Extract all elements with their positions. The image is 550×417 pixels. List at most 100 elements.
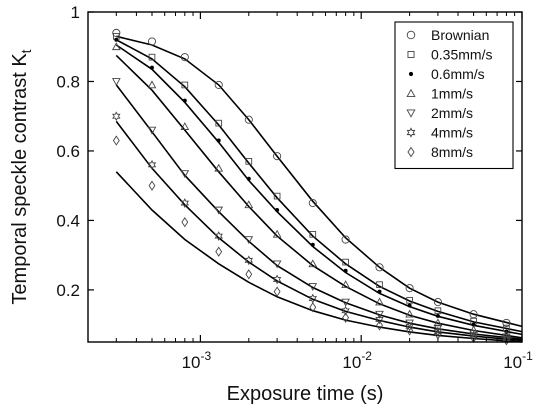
data-point [180,122,190,130]
data-point [111,42,121,51]
data-point [275,208,280,212]
y-axis-label-subscript: t [18,49,34,53]
legend-item: 1mm/s [406,86,473,102]
y-axis-label-main: Temporal speckle contrast K [9,53,31,305]
fit-line-3 [115,54,523,339]
y-tick-label: 0.8 [56,72,80,91]
data-point [375,314,384,325]
x-tick-label-base: 10 [503,353,522,372]
data-point [147,80,157,89]
data-point [181,217,189,228]
data-point [405,321,414,332]
legend-marker [406,109,416,118]
data-point [148,53,156,61]
legend-label: 1mm/s [431,86,473,102]
x-tick-label: 10-2 [342,349,372,372]
data-point [244,236,254,245]
fit-line-4 [115,84,523,340]
data-point [405,319,414,328]
legend-box [394,21,514,170]
y-axis-label: Temporal speckle contrast Kt [9,49,34,304]
legend-item: 4mm/s [406,125,473,141]
data-point [272,260,282,269]
data-point [180,53,189,62]
data-point [246,176,251,181]
data-point [150,65,154,70]
data-point [406,325,414,336]
data-point [406,296,413,304]
data-point [215,246,223,257]
data-point [214,231,223,241]
data-point [375,263,384,272]
data-point [376,320,383,331]
y-tick-label: 0.2 [56,281,80,300]
x-tick-label-base: 10 [342,353,361,372]
x-tick-label-exponent: -1 [522,349,533,363]
series-0-35mm-s [112,32,510,332]
data-point [214,206,224,215]
data-point [405,284,414,293]
data-point [215,119,223,127]
x-tick-label-exponent: -3 [201,349,212,363]
data-point [376,281,383,289]
data-point [435,313,440,318]
data-point [114,37,119,42]
y-tick-label: 0.6 [56,142,80,161]
fit-line-1 [115,39,523,333]
data-point [112,111,121,122]
data-point [341,298,350,307]
data-point [434,307,442,315]
plot-content [111,28,523,346]
data-point [273,286,281,297]
data-point [377,289,382,294]
legend-marker [408,71,414,77]
fit-line-0 [116,35,523,328]
data-point [273,192,281,200]
legend-marker [407,146,415,158]
legend-item: 0.35mm/s [407,47,492,63]
legend-label: 8mm/s [431,144,473,160]
x-tick-label-base: 10 [182,353,201,372]
data-point [309,302,317,313]
data-point [342,258,349,266]
data-point [245,158,253,165]
legend-item: 2mm/s [406,105,473,121]
legend-item: 0.6mm/s [408,66,485,82]
legend-label: 2mm/s [431,105,473,121]
data-point [469,310,478,319]
legend-label: 4mm/s [431,125,473,141]
data-point [343,268,348,273]
series-0-6mm-s [114,37,509,334]
legend-marker [406,88,416,97]
data-point [147,159,157,170]
data-point [310,242,315,247]
data-point [308,199,317,208]
axes-frame [87,11,523,343]
legend-label: 0.35mm/s [431,47,492,63]
y-tick-label: 0.4 [56,211,80,230]
x-axis-label: Exposure time (s) [227,383,384,405]
data-point [502,318,511,327]
data-point [341,280,350,289]
legend-item: Brownian [406,27,489,43]
data-point [471,322,476,327]
data-point [272,274,282,285]
legend-marker [406,127,416,138]
data-point [214,163,224,172]
data-point [341,235,350,244]
x-tick-label-exponent: -2 [361,349,372,363]
data-point [309,230,317,238]
series-4mm-s [112,111,511,344]
x-tick-label: 10-1 [503,349,533,372]
data-point [407,303,412,308]
data-point [148,180,156,191]
legend-item: 8mm/s [407,144,473,160]
data-point [433,324,443,333]
data-point [244,200,254,209]
data-point [112,135,120,146]
series-1mm-s [111,42,511,339]
data-point [244,115,253,124]
data-point [375,310,384,319]
data-point [273,152,282,161]
